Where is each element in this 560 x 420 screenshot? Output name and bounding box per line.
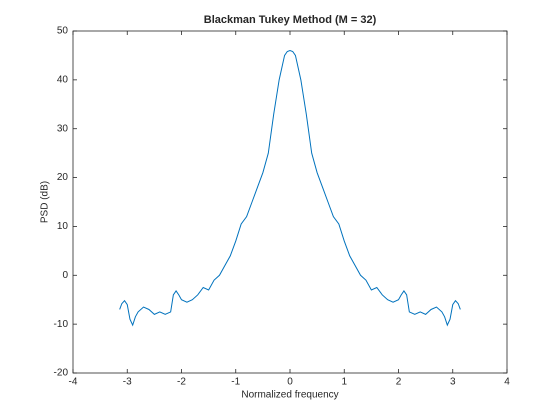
y-tick-label: 30 — [57, 123, 69, 134]
x-tick-label: -4 — [69, 377, 78, 388]
y-tick-label: 20 — [57, 172, 69, 183]
x-axis-label: Normalized frequency — [241, 390, 338, 401]
y-tick-label: 50 — [57, 26, 69, 37]
x-tick-label: 0 — [287, 377, 293, 388]
x-tick-label: 2 — [396, 377, 402, 388]
y-tick-label: -20 — [54, 368, 69, 379]
x-tick-label: -3 — [123, 377, 132, 388]
axes-box — [72, 30, 508, 374]
x-tick-label: 3 — [450, 377, 456, 388]
x-tick-label: 4 — [504, 377, 510, 388]
y-tick-label: 40 — [57, 74, 69, 85]
y-tick-label: -10 — [54, 319, 69, 330]
x-tick-label: 1 — [341, 377, 347, 388]
x-tick-label: -1 — [231, 377, 240, 388]
chart-title: Blackman Tukey Method (M = 32) — [204, 14, 377, 26]
line-series — [119, 50, 461, 327]
y-axis-label: PSD (dB) — [40, 181, 51, 223]
x-tick-label: -2 — [177, 377, 186, 388]
y-tick-label: 0 — [62, 270, 68, 281]
y-tick-label: 10 — [57, 221, 69, 232]
